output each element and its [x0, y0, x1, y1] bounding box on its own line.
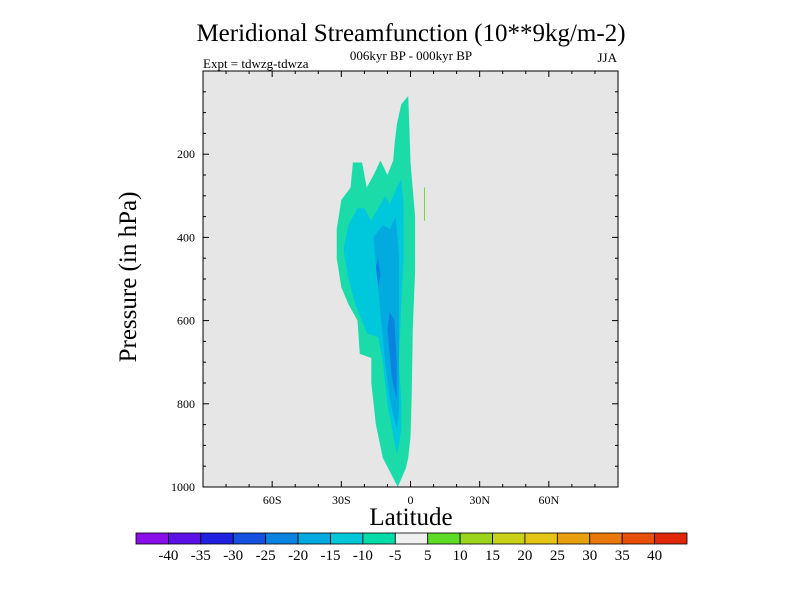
colorbar-label: -25: [256, 548, 276, 564]
colorbar-label: 5: [424, 548, 432, 564]
x-tick-label: 60S: [263, 493, 282, 507]
colorbar-label: -40: [158, 548, 178, 564]
colorbar-label: 20: [517, 548, 532, 564]
colorbar-label: 35: [615, 548, 630, 564]
colorbar-swatch: [135, 532, 169, 545]
colorbar-swatch: [589, 532, 623, 545]
colorbar-label: 10: [453, 548, 468, 564]
y-tick-label: 200: [177, 147, 195, 161]
colorbar-swatch: [459, 532, 493, 545]
contour-region-3: [387, 312, 397, 400]
contour-regions: [336, 96, 425, 487]
colorbar-swatch: [654, 532, 688, 545]
colorbar-swatch: [621, 532, 655, 545]
colorbar-label: 30: [582, 548, 597, 564]
x-tick-label: 60N: [538, 493, 559, 507]
chart-title: Meridional Streamfunction (10**9kg/m-2): [196, 20, 625, 47]
colorbar-swatch: [427, 532, 461, 545]
colorbar-swatch: [556, 532, 591, 545]
y-tick-label: 800: [177, 397, 195, 411]
axis-ticks: 60S 30S 0 30N 60N 200 400 600 800 1000: [171, 71, 618, 507]
season-label: JJA: [597, 50, 617, 65]
experiment-label: Expt = tdwzg-tdwza: [203, 56, 309, 71]
colorbar-swatch: [524, 532, 558, 545]
plot-area: 60S 30S 0 30N 60N 200 400 600 800 1000: [171, 70, 619, 507]
colorbar-swatch: [200, 532, 234, 545]
colorbar-label: -35: [191, 548, 211, 564]
colorbar-swatch: [362, 532, 396, 545]
colorbar-label: -15: [321, 548, 341, 564]
x-tick-label: 0: [408, 493, 414, 507]
colorbar-swatch: [168, 532, 202, 545]
colorbar-label: -20: [288, 548, 308, 564]
colorbar-swatch: [232, 532, 267, 545]
contour-region-4: [375, 258, 381, 288]
colorbar-swatch: [492, 532, 526, 545]
colorbar-swatch: [297, 532, 331, 545]
colorbar-label: -10: [353, 548, 373, 564]
colorbar-label: 15: [485, 548, 500, 564]
colorbar-swatch: [330, 532, 364, 545]
x-axis-title: Latitude: [369, 504, 452, 531]
chart-subtitle: 006kyr BP - 000kyr BP: [350, 48, 472, 63]
y-tick-label: 1000: [171, 480, 195, 494]
x-tick-label: 30N: [469, 493, 490, 507]
x-tick-label: 30S: [332, 493, 351, 507]
y-tick-label: 600: [177, 314, 195, 328]
y-axis-title: Pressure (in hPa): [115, 192, 142, 363]
y-tick-label: 400: [177, 230, 195, 244]
colorbar-label: 40: [647, 548, 662, 564]
contour-region-5: [424, 187, 425, 221]
colorbar-swatch: [394, 532, 429, 545]
colorbar-label: -30: [223, 548, 243, 564]
colorbar-swatch: [265, 532, 299, 545]
colorbar-label: -5: [389, 548, 402, 564]
colorbar: -40 -35 -30 -25 -20 -15 -10 -5 5 10 15 20 25 30 35 40: [135, 532, 688, 564]
colorbar-label: 25: [550, 548, 565, 564]
